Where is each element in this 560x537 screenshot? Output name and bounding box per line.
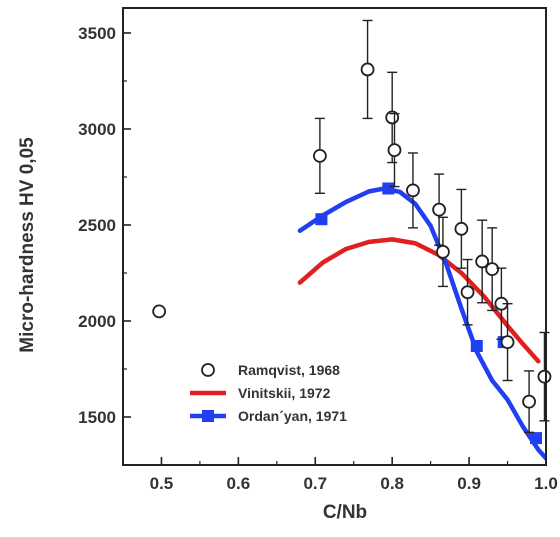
- axes: 0.5 0.6 0.7 0.8 0.9 1.0 1500 2000 2500 3000 3500: [78, 7, 558, 493]
- ramqvist-point: [152, 304, 167, 319]
- y-tick-label: 3500: [78, 24, 116, 43]
- legend-label: Ramqvist, 1968: [238, 362, 340, 378]
- legend-ramqvist-symbol: [201, 363, 215, 377]
- ramqvist-point: [406, 183, 420, 198]
- ramqvist-point: [460, 285, 475, 300]
- ordanyan-marker: [530, 432, 543, 445]
- plot-content: [152, 19, 552, 461]
- x-tick-label: 0.8: [380, 474, 404, 493]
- legend-label: Ordan´yan, 1971: [238, 408, 347, 424]
- x-tick-label: 0.6: [227, 474, 251, 493]
- vinitskii-curve: [297, 237, 541, 364]
- x-tick-label: 0.9: [457, 474, 481, 493]
- ramqvist-point: [387, 143, 402, 157]
- ramqvist-point: [454, 221, 469, 236]
- ramqvist-point: [500, 335, 515, 350]
- y-tick-label: 2000: [78, 312, 116, 331]
- y-tick-label: 2500: [78, 216, 116, 235]
- ramqvist-point: [537, 369, 552, 384]
- ramqvist-point: [432, 202, 446, 217]
- ramqvist-point: [436, 244, 450, 259]
- series-vinitskii: [297, 237, 541, 364]
- x-axis-title: C/Nb: [323, 502, 367, 523]
- y-tick-label: 1500: [78, 408, 116, 427]
- ramqvist-point: [360, 62, 375, 77]
- x-tick-label: 0.5: [150, 474, 174, 493]
- legend: Ramqvist, 1968 Vinitskii, 1972 Ordan´yan, …: [190, 362, 347, 424]
- ordanyan-marker: [470, 339, 483, 352]
- plot-frame: [122, 7, 547, 466]
- legend-label: Vinitskii, 1972: [238, 385, 331, 401]
- y-axis-title: Micro-hardness HV 0,05: [17, 137, 38, 353]
- series-ramqvist: [152, 19, 552, 434]
- x-tick-label: 0.7: [303, 474, 327, 493]
- ramqvist-point: [485, 262, 500, 277]
- ramqvist-point: [522, 394, 536, 409]
- x-tick-label: 1.0: [534, 474, 558, 493]
- ramqvist-point: [312, 148, 327, 163]
- ordanyan-marker: [382, 182, 395, 195]
- ordanyan-marker: [315, 213, 328, 226]
- ramqvist-point: [475, 254, 490, 269]
- legend-ordanyan-marker: [202, 410, 214, 422]
- y-tick-label: 3000: [78, 120, 116, 139]
